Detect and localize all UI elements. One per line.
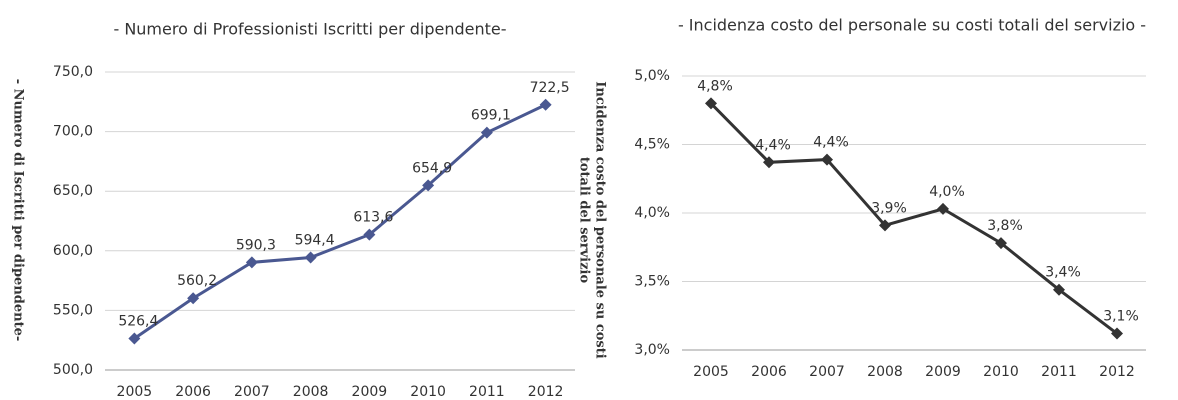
x-tick-label: 2007: [809, 364, 845, 380]
marker: [363, 228, 376, 241]
data-label: 3,8%: [987, 218, 1023, 234]
x-tick-label: 2011: [469, 384, 505, 400]
x-tick-label: 2008: [293, 384, 329, 400]
marker: [480, 126, 493, 139]
x-tick-label: 2009: [925, 364, 961, 380]
marker: [995, 237, 1007, 250]
data-label: 722,5: [530, 80, 570, 96]
x-tick-label: 2012: [1099, 364, 1135, 380]
y-tick-label: 600,0: [53, 243, 93, 259]
y-tick-label: 4,0%: [634, 205, 670, 221]
x-tick-label: 2010: [410, 384, 446, 400]
marker: [128, 332, 141, 345]
x-tick-label: 2006: [175, 384, 211, 400]
data-label: 594,4: [295, 232, 335, 248]
data-label: 613,6: [353, 210, 393, 226]
x-tick-label: 2011: [1041, 364, 1077, 380]
x-tick-label: 2006: [751, 364, 787, 380]
chart-title: - Incidenza costo del personale su costi…: [678, 16, 1146, 35]
marker: [539, 98, 552, 111]
y-tick-label: 4,5%: [634, 137, 670, 153]
line: [709, 102, 1118, 335]
x-tick-label: 2009: [352, 384, 388, 400]
data-label: 4,8%: [697, 78, 733, 94]
y-tick-label: 3,5%: [634, 274, 670, 290]
data-label: 560,2: [177, 273, 217, 289]
marker: [705, 97, 717, 110]
data-label: 526,4: [118, 314, 158, 330]
x-tick-label: 2008: [867, 364, 903, 380]
chart-title: - Numero di Professionisti Iscritti per …: [113, 20, 506, 39]
marker: [304, 251, 317, 264]
x-tick-label: 2005: [117, 384, 153, 400]
marker: [937, 202, 949, 215]
x-tick-label: 2007: [234, 384, 270, 400]
data-label: 590,3: [236, 237, 276, 253]
marker: [422, 179, 435, 192]
x-tick-label: 2010: [983, 364, 1019, 380]
y-axis-label: - Numero di Iscritti per dipendente-: [11, 79, 26, 342]
line: [133, 103, 547, 340]
y-axis-label: Incidenza costo del personale su costi: [593, 81, 608, 358]
data-label: 3,4%: [1045, 265, 1081, 281]
data-label: 699,1: [471, 108, 511, 124]
y-tick-label: 550,0: [53, 302, 93, 318]
y-tick-label: 750,0: [53, 64, 93, 80]
y-tick-label: 700,0: [53, 124, 93, 140]
marker: [1053, 283, 1065, 296]
data-label: 4,4%: [813, 135, 849, 151]
marker: [1111, 327, 1123, 340]
marker: [821, 153, 833, 166]
y-tick-label: 500,0: [53, 362, 93, 378]
y-tick-label: 5,0%: [634, 68, 670, 84]
marker: [245, 256, 258, 269]
y-tick-label: 650,0: [53, 183, 93, 199]
y-axis-label: totali del servizio: [577, 157, 592, 284]
x-tick-label: 2012: [528, 384, 564, 400]
x-tick-label: 2005: [693, 364, 729, 380]
marker: [763, 156, 775, 169]
data-label: 3,9%: [871, 200, 907, 216]
y-tick-label: 3,0%: [634, 342, 670, 358]
marker: [879, 219, 891, 232]
data-label: 654,9: [412, 160, 452, 176]
data-label: 4,0%: [929, 184, 965, 200]
data-label: 3,1%: [1103, 309, 1139, 325]
data-label: 4,4%: [755, 137, 791, 153]
marker: [187, 292, 200, 305]
